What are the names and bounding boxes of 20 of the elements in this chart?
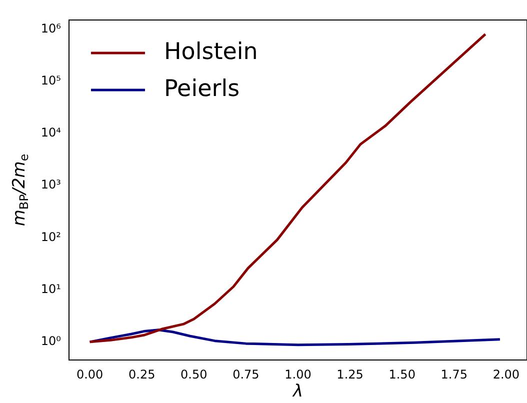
y-tick-label: 10² <box>40 230 62 244</box>
x-tick-label: 1.50 <box>388 367 416 382</box>
y-tick-label: 10³ <box>40 178 62 192</box>
x-tick-label: 0.25 <box>128 367 156 382</box>
y-tick-label: 10⁴ <box>40 126 62 140</box>
y-tick-label: 10⁰ <box>40 334 62 348</box>
x-tick-label: 1.00 <box>284 367 312 382</box>
x-tick-label: 0.00 <box>76 367 104 382</box>
x-tick-label: 1.75 <box>440 367 468 382</box>
x-tick-label: 0.50 <box>180 367 208 382</box>
x-tick-label: 0.75 <box>232 367 260 382</box>
y-tick-label: 10⁶ <box>40 21 62 36</box>
x-axis-title: λ <box>292 381 304 402</box>
y-tick-label: 10⁵ <box>40 73 62 88</box>
legend-label: Holstein <box>164 38 258 65</box>
x-tick-label: 1.25 <box>336 367 364 382</box>
y-tick-label: 10¹ <box>40 282 62 296</box>
legend-label: Peierls <box>164 76 240 102</box>
y-axis-title: mBP/2me <box>9 154 32 226</box>
x-tick-label: 2.00 <box>492 367 520 382</box>
